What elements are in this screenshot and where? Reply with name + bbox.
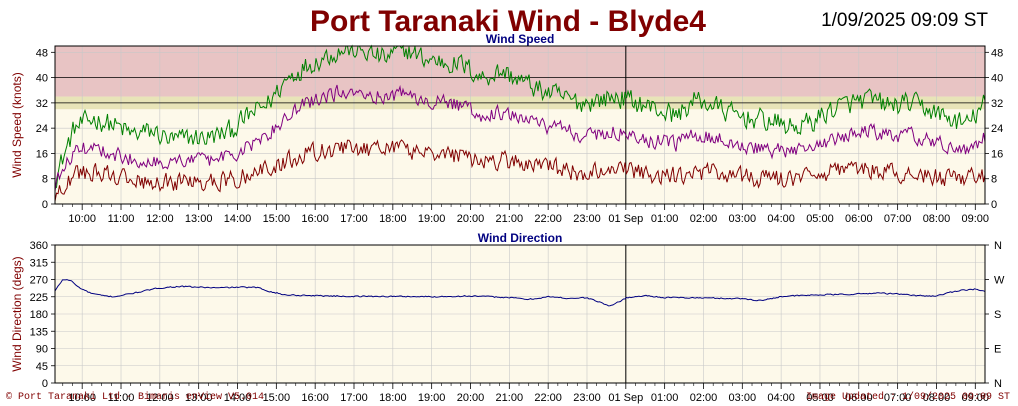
direction-panel-title: Wind Direction (478, 231, 563, 245)
wind-direction-panel: 10:00 11:00 12:00 13:00 14:00 15:00 16:00 17:00… (10, 231, 1005, 404)
direction-xtick-label-13: 23:00 (573, 392, 601, 404)
speed-xtick-label-19: 05:00 (806, 213, 834, 225)
direction-xtick-label-5: 15:00 (263, 392, 291, 404)
direction-compass-label-4: N (994, 240, 1002, 252)
direction-ylabel: Wind Direction (degs) (10, 256, 24, 371)
speed-xtick-label-20: 06:00 (845, 213, 873, 225)
direction-xtick-label-11: 21:00 (496, 392, 524, 404)
speed-xtick-label-10: 20:00 (457, 213, 485, 225)
speed-frame (54, 45, 986, 205)
speed-ytick-right-label-3: 24 (991, 123, 1003, 135)
direction-xtick-label-1: 11:00 (108, 392, 135, 404)
speed-series-lull (54, 139, 986, 202)
speed-xtick-label-7: 17:00 (340, 213, 368, 225)
speed-series-gust (54, 44, 986, 189)
speed-ytick-right-label-0: 0 (991, 199, 997, 211)
speed-series-mean (54, 84, 986, 192)
direction-xtick-label-22: 08:00 (923, 392, 951, 404)
copyright-footer: © Port Taranaki Ltd - Bimaris enView V5.… (6, 391, 264, 403)
direction-xtick-label-21: 07:00 (884, 392, 912, 404)
speed-xtick-label-1: 11:00 (108, 213, 135, 225)
direction-xtick-label-20: 06:00 (845, 392, 873, 404)
speed-xtick-label-8: 18:00 (379, 213, 407, 225)
direction-xtick-label-6: 16:00 (301, 392, 329, 404)
speed-xtick-label-5: 15:00 (263, 213, 291, 225)
speed-xtick-label-17: 03:00 (729, 213, 757, 225)
speed-ytick-right-label-1: 8 (991, 174, 997, 186)
speed-alert-band-1 (55, 46, 985, 97)
direction-xtick-label-15: 01:00 (651, 392, 679, 404)
update-timestamp: 1/09/2025 09:09 ST (821, 10, 988, 31)
speed-xtick-label-15: 01:00 (651, 213, 679, 225)
direction-xtick-label-23: 09:00 (962, 392, 990, 404)
direction-xtick-label-18: 04:00 (767, 392, 795, 404)
speed-panel-title: Wind Speed (486, 32, 555, 46)
direction-xtick-label-9: 19:00 (418, 392, 446, 404)
direction-series-direction (54, 279, 986, 307)
direction-ytick-label-4: 180 (30, 309, 48, 321)
speed-ytick-label-1: 8 (42, 174, 48, 186)
speed-xtick-label-12: 22:00 (534, 213, 562, 225)
direction-compass-label-1: E (994, 344, 1001, 356)
speed-xtick-label-16: 02:00 (690, 213, 718, 225)
speed-xtick-label-2: 12:00 (146, 213, 174, 225)
direction-compass-label-2: S (994, 309, 1001, 321)
direction-xtick-label-14: 01 Sep (608, 392, 643, 404)
direction-ytick-label-8: 360 (30, 240, 48, 252)
direction-xtick-label-16: 02:00 (690, 392, 718, 404)
speed-ytick-label-3: 24 (36, 123, 48, 135)
speed-ytick-right-label-5: 40 (991, 73, 1003, 85)
speed-xtick-label-18: 04:00 (767, 213, 795, 225)
direction-compass-label-3: W (994, 275, 1005, 287)
speed-ytick-label-2: 16 (36, 148, 48, 160)
direction-xtick-label-8: 18:00 (379, 392, 407, 404)
direction-ytick-label-7: 315 (30, 257, 48, 269)
direction-ytick-label-1: 45 (36, 361, 48, 373)
speed-xtick-label-11: 21:00 (496, 213, 524, 225)
direction-compass-label-0: N (994, 378, 1002, 390)
speed-xtick-label-21: 07:00 (884, 213, 912, 225)
direction-xtick-label-17: 03:00 (729, 392, 757, 404)
direction-xtick-label-7: 17:00 (340, 392, 368, 404)
direction-xtick-label-19: 05:00 (806, 392, 834, 404)
direction-xtick-label-3: 13:00 (185, 392, 213, 404)
speed-ytick-label-6: 48 (36, 47, 48, 59)
speed-xtick-label-4: 14:00 (224, 213, 252, 225)
speed-xtick-label-6: 16:00 (301, 213, 329, 225)
speed-ytick-label-5: 40 (36, 73, 48, 85)
speed-xtick-label-0: 10:00 (68, 213, 96, 225)
direction-ytick-label-2: 90 (36, 344, 48, 356)
direction-ytick-label-3: 135 (30, 326, 48, 338)
wind-speed-panel: 10:00 11:00 12:00 13:00 14:00 15:00 16:00 17:00… (10, 32, 1003, 225)
direction-xtick-label-4: 14:00 (224, 392, 252, 404)
speed-xtick-label-3: 13:00 (185, 213, 213, 225)
speed-ytick-label-0: 0 (42, 199, 48, 211)
direction-xtick-label-12: 22:00 (534, 392, 562, 404)
chart-title: Port Taranaki Wind - Blyde4 (310, 5, 706, 38)
speed-xtick-label-22: 08:00 (923, 213, 951, 225)
direction-ytick-label-0: 0 (42, 378, 48, 390)
speed-ylabel: Wind Speed (knots) (10, 72, 24, 177)
image-updated-footer: Image Updated : 1/09/2025 09:09 ST (806, 391, 1010, 403)
speed-ytick-right-label-2: 16 (991, 148, 1003, 160)
speed-xtick-label-9: 19:00 (418, 213, 446, 225)
direction-xtick-label-10: 20:00 (457, 392, 485, 404)
speed-xtick-label-23: 09:00 (962, 213, 990, 225)
direction-ytick-label-5: 225 (30, 292, 48, 304)
direction-ytick-label-6: 270 (30, 275, 48, 287)
direction-xtick-label-2: 12:00 (146, 392, 174, 404)
speed-ytick-right-label-6: 48 (991, 47, 1003, 59)
direction-xtick-label-0: 10:00 (68, 392, 96, 404)
speed-xtick-label-14: 01 Sep (608, 213, 643, 225)
direction-frame (54, 244, 986, 384)
speed-ytick-label-4: 32 (36, 98, 48, 110)
speed-xtick-label-13: 23:00 (573, 213, 601, 225)
speed-ytick-right-label-4: 32 (991, 98, 1003, 110)
